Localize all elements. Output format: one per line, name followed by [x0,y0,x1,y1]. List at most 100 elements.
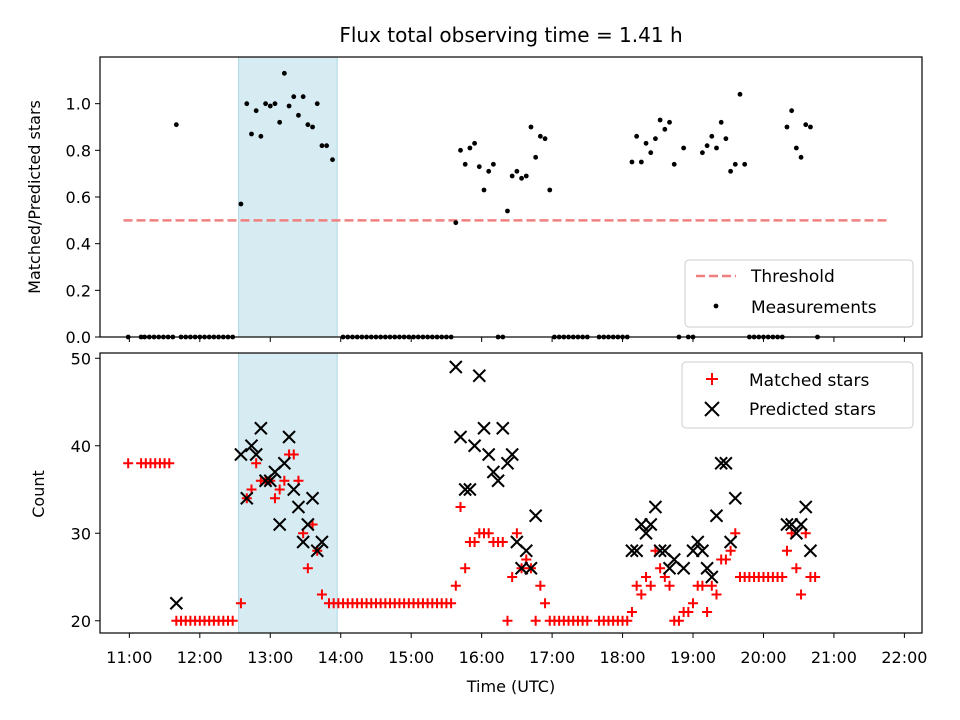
predicted-star-point [719,456,733,470]
matched-star-point [622,615,633,626]
predicted-stars-legend-label: Predicted stars [749,400,876,420]
measurement-point [547,187,553,193]
matched-star-point [251,458,262,469]
measurement-point [319,143,325,149]
matched-star-point [702,607,713,617]
predicted-star-point [695,544,710,558]
measurement-point [263,101,268,107]
x-tick-label: 14:00 [318,648,364,667]
predicted-star-point [662,561,677,575]
measurement-point [742,161,748,167]
measurement-point [258,133,264,139]
predicted-star-point [463,482,477,497]
x-tick-label: 21:00 [811,648,857,667]
matched-star-point [540,598,551,609]
matched-star-point [502,615,513,626]
measurement-point [523,173,529,179]
matched-star-point [123,458,134,469]
measurement-point [784,124,790,130]
predicted-star-point [519,544,533,558]
predicted-star-point [310,544,324,558]
matched-star-point [810,572,821,582]
y-tick-label: 20 [71,612,91,631]
predicted-star-point [700,561,714,575]
threshold-legend-label: Threshold [750,267,835,287]
measurement-point [286,103,292,109]
predicted-star-point [272,517,287,532]
measurement-point [300,94,306,100]
x-tick-label: 13:00 [247,648,293,667]
predicted-star-point [169,596,184,610]
predicted-star-point [799,500,813,514]
y-tick-label: 30 [71,524,91,543]
measurement-point [509,173,515,179]
measurement-point [458,147,463,153]
measurement-point [629,159,635,165]
matched-star-point [269,493,280,504]
matched-star-point [645,580,656,591]
predicted-star-point [524,561,538,575]
measurement-point [467,145,473,151]
predicted-star-point [639,526,653,540]
y-tick-label: 40 [71,437,91,456]
measurement-point [737,91,743,97]
measurement-point [305,122,311,128]
x-tick-label: 17:00 [529,648,575,667]
matched-star-point [631,580,642,591]
measurement-point [462,161,468,167]
predicted-star-point [234,447,248,462]
matched-star-point [469,537,480,547]
measurement-point [291,94,297,100]
measurement-point [519,175,524,181]
measurement-point [808,124,813,130]
predicted-star-point [691,535,705,549]
bottom-panel: 20 30 40 50 11:00 12:00 13:00 14:00 15:00 16:00 17… [71,349,928,667]
predicted-star-point [254,421,268,435]
predicted-stars-legend-marker [704,401,720,417]
measurement-point [732,161,738,167]
predicted-star-point [472,369,487,383]
measurement-point [542,136,548,142]
measurement-point [657,117,663,123]
measurement-point [296,112,301,118]
predicted-star-point [496,421,510,435]
predicted-star-point [625,544,639,558]
measurement-point [803,122,809,128]
measurement-point [238,201,244,207]
matched-star-point [483,528,494,539]
predicted-star-point [296,535,310,549]
matched-star-point [777,572,788,582]
matched-star-point [655,563,666,574]
matched-star-point [664,580,675,591]
measurements-legend-label: Measurements [751,298,877,318]
matched-star-point [460,563,471,574]
matched-star-point [316,589,327,600]
predicted-star-point [648,500,663,514]
predicted-star-point [803,544,818,558]
x-axis-label: Time (UTC) [466,677,555,696]
matched-star-point [535,580,546,591]
predicted-star-point [491,474,505,488]
predicted-star-point [500,456,515,470]
measurement-point [667,119,672,125]
matched-star-point [450,580,461,591]
predicted-star-point [277,456,292,470]
x-tick-label: 19:00 [670,648,716,667]
predicted-star-point [505,447,519,462]
measurement-point [330,157,335,163]
predicted-star-point [263,474,277,488]
measurement-point [272,101,278,107]
matched-stars-legend-marker [706,373,718,385]
top-legend-box [684,259,914,328]
measurement-point [789,108,795,114]
x-tick-label: 11:00 [106,648,152,667]
matched-star-point [626,607,637,617]
measurement-point [310,124,315,130]
matched-star-point [781,545,792,556]
predicted-star-point [676,561,691,575]
measurement-point [476,164,482,170]
predicted-star-point [449,360,463,374]
predicted-star-point [794,517,808,532]
chart-title: Flux total observing time = 1.41 h [339,23,682,47]
matched-star-point [235,598,246,609]
